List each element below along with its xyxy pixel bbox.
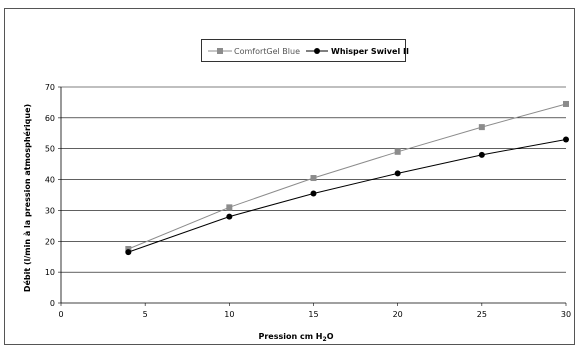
series-line-1 xyxy=(128,103,567,250)
y-tick-label-2: 20 xyxy=(45,237,55,246)
series-2-point-2 xyxy=(310,190,317,197)
y-tick-label-6: 60 xyxy=(45,114,55,123)
x-tick-label-5: 25 xyxy=(477,310,487,319)
series-line-2 xyxy=(128,139,567,253)
series-2-point-4 xyxy=(478,151,485,158)
series-1-point-1 xyxy=(226,204,233,211)
chart-frame xyxy=(4,8,575,345)
series xyxy=(125,100,569,256)
legend-label-1: ComfortGel Blue xyxy=(234,47,300,56)
x-tick-label-2: 10 xyxy=(224,310,234,319)
x-axis-title-tail: O xyxy=(327,332,334,341)
x-tick-label-3: 15 xyxy=(308,310,318,319)
x-tick-label-1: 5 xyxy=(143,310,148,319)
legend: ComfortGel Blue Whisper Swivel II xyxy=(201,39,409,62)
series-2-point-1 xyxy=(226,213,233,220)
series-1-point-0 xyxy=(125,246,132,252)
y-axis-title: Débit (l/min à la pression atmosphérique… xyxy=(22,104,32,292)
series-2-point-5 xyxy=(563,136,569,143)
y-tick-label-7: 70 xyxy=(45,83,55,92)
x-axis-ticks: 0 5 10 15 20 25 30 xyxy=(58,303,571,319)
x-axis-title-sub: 2 xyxy=(323,336,327,343)
y-axis-ticks: 0 10 20 30 40 50 60 70 xyxy=(45,83,61,308)
x-axis-title-main: Pression cm H xyxy=(258,332,322,341)
series-1-point-5 xyxy=(563,100,569,107)
series-1-point-3 xyxy=(394,148,401,155)
legend-box xyxy=(201,39,406,62)
x-tick-label-4: 20 xyxy=(393,310,403,319)
legend-swatch-marker-2 xyxy=(314,48,320,54)
x-tick-label-0: 0 xyxy=(58,310,63,319)
series-1-point-4 xyxy=(478,124,485,131)
y-tick-label-0: 0 xyxy=(50,299,55,308)
series-2-point-3 xyxy=(394,170,401,177)
y-tick-label-1: 10 xyxy=(45,268,55,277)
y-tick-label-3: 30 xyxy=(45,206,55,215)
x-axis-title: Pression cm H2O xyxy=(258,332,333,343)
series-1-point-2 xyxy=(310,175,317,182)
series-2-point-0 xyxy=(125,249,132,256)
legend-label-2: Whisper Swivel II xyxy=(331,47,409,56)
x-tick-label-6: 30 xyxy=(561,310,571,319)
legend-swatch-marker-1 xyxy=(217,48,223,54)
y-tick-label-5: 50 xyxy=(45,145,55,154)
y-tick-label-4: 40 xyxy=(45,176,55,185)
